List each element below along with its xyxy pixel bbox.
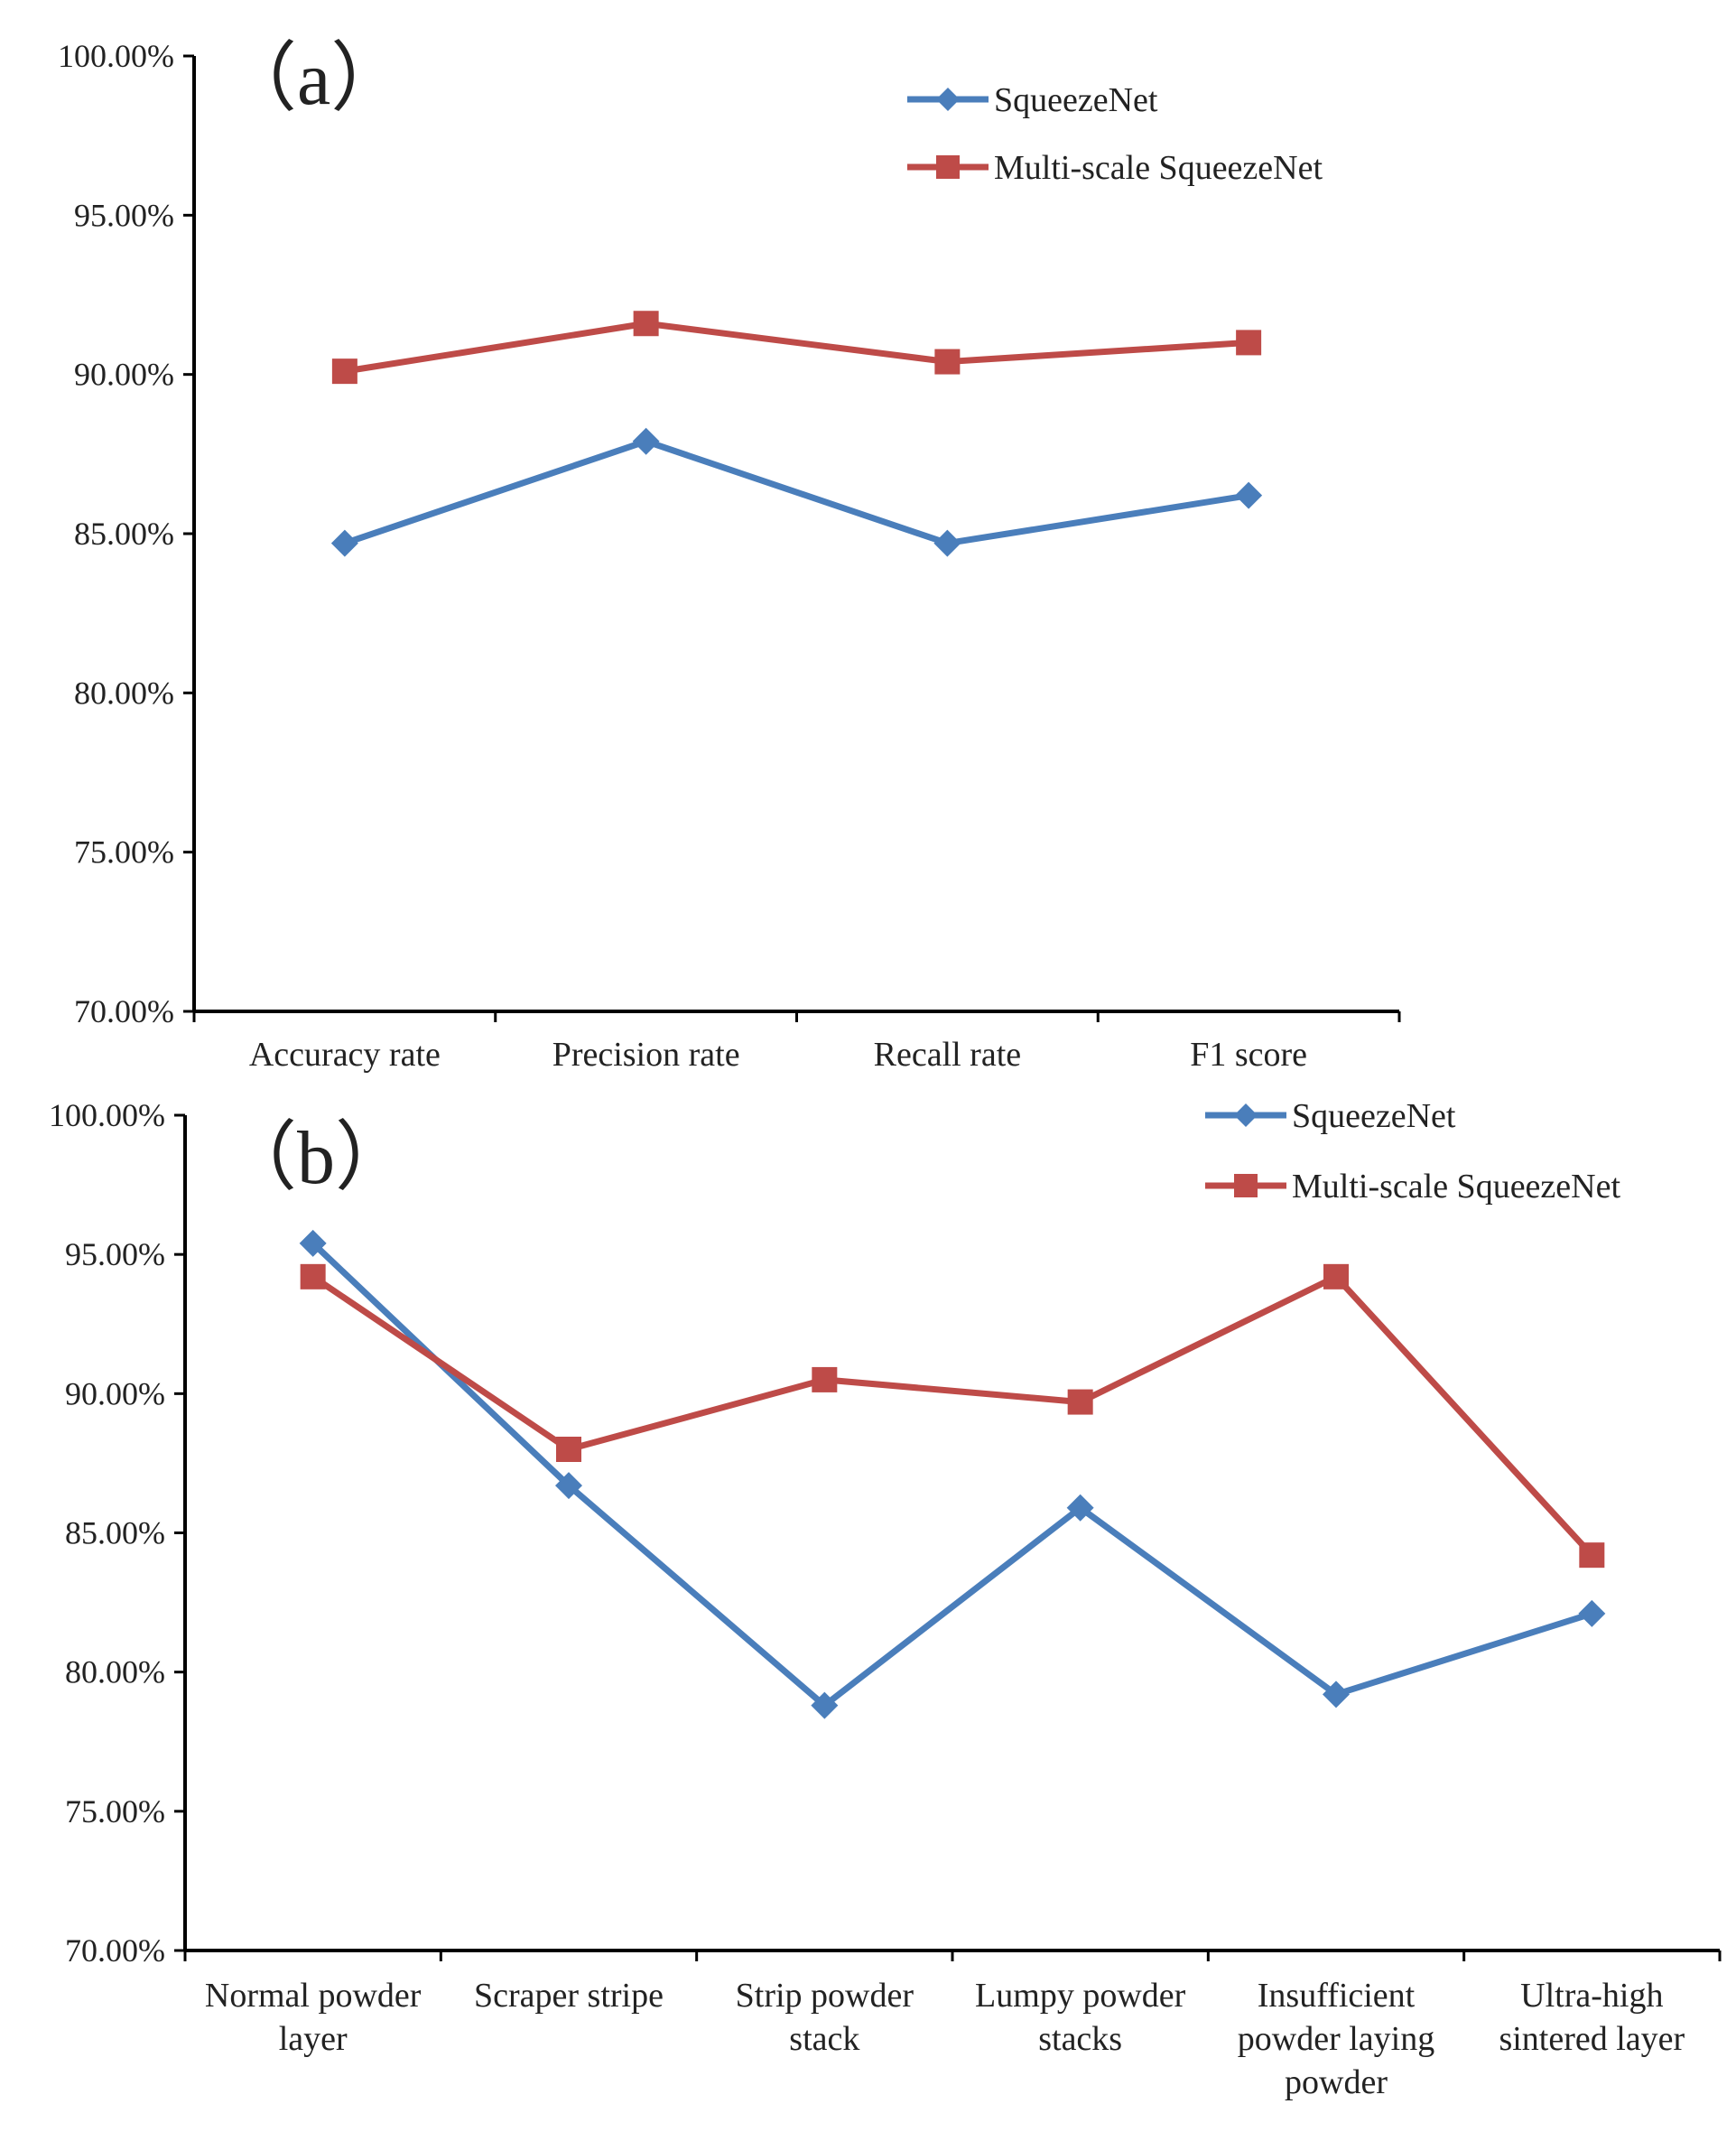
x-tick-label: stack	[789, 2020, 859, 2058]
data-point-multiscale-squeezenet	[934, 349, 961, 375]
x-tick-label: F1 score	[1190, 1036, 1307, 1074]
x-tick-label: powder laying	[1238, 2020, 1434, 2058]
x-tick-label: Accuracy rate	[249, 1036, 441, 1074]
data-point-multiscale-squeezenet	[300, 1263, 326, 1289]
series-line-squeezenet	[343, 438, 1249, 547]
y-tick-label: 85.00%	[74, 516, 174, 552]
data-point-squeezenet	[933, 529, 961, 557]
series-line-squeezenet	[311, 1241, 1593, 1709]
y-tick-label: 90.00%	[65, 1375, 165, 1411]
data-point-squeezenet	[299, 1229, 327, 1257]
x-tick-label: Insufficient	[1258, 1977, 1416, 2015]
legend-marker-multiscale-squeezenet	[936, 155, 960, 179]
x-tick-label: Scraper stripe	[474, 1977, 664, 2015]
legend-marker-squeezenet	[1234, 1103, 1258, 1127]
y-tick-label: 75.00%	[74, 834, 174, 870]
y-tick-label: 100.00%	[58, 38, 174, 74]
chart-panel-a: 70.00% 75.00% 80.00% 85.00% 90.00% 95.00% 100.…	[58, 37, 1401, 1074]
y-tick-label: 95.00%	[74, 197, 174, 233]
data-point-multiscale-squeezenet	[1323, 1263, 1349, 1289]
data-point-squeezenet	[1235, 481, 1263, 509]
data-point-squeezenet	[811, 1691, 839, 1719]
legend-label-squeezenet: SqueezeNet	[1292, 1097, 1456, 1135]
x-tick-label: powder	[1285, 2063, 1388, 2101]
y-tick-label: 85.00%	[65, 1515, 165, 1551]
legend-label-multiscale-squeezenet: Multi-scale SqueezeNet	[994, 149, 1323, 187]
data-point-multiscale-squeezenet	[556, 1437, 581, 1462]
series-line-multiscale-squeezenet	[344, 320, 1249, 375]
y-tick-label: 80.00%	[74, 675, 174, 711]
x-tick-label: Ultra-high	[1520, 1977, 1663, 2015]
y-tick-label: 90.00%	[74, 357, 174, 393]
data-point-squeezenet	[1578, 1599, 1606, 1627]
series-line-multiscale-squeezenet	[311, 1273, 1594, 1558]
y-tick-label: 95.00%	[65, 1236, 165, 1272]
data-point-squeezenet	[1066, 1494, 1094, 1522]
chart-panel-b: 70.00% 75.00% 80.00% 85.00% 90.00% 95.00% 100.…	[49, 1097, 1722, 2101]
x-tick-label: Precision rate	[552, 1036, 740, 1074]
data-point-multiscale-squeezenet	[1236, 330, 1262, 356]
data-point-multiscale-squeezenet	[812, 1366, 838, 1392]
x-tick-label: Recall rate	[874, 1036, 1022, 1074]
panel-label: （b）	[221, 1116, 411, 1200]
data-point-multiscale-squeezenet	[331, 358, 357, 385]
data-point-squeezenet	[1323, 1680, 1350, 1708]
x-tick-label: layer	[279, 2020, 348, 2058]
data-point-multiscale-squeezenet	[633, 311, 659, 337]
y-tick-label: 80.00%	[65, 1654, 165, 1690]
legend-marker-multiscale-squeezenet	[1234, 1174, 1258, 1197]
y-tick-label: 70.00%	[65, 1932, 165, 1969]
legend-label-multiscale-squeezenet: Multi-scale SqueezeNet	[1292, 1168, 1620, 1206]
data-point-multiscale-squeezenet	[1067, 1389, 1093, 1415]
x-tick-label: Lumpy powder	[975, 1977, 1186, 2015]
x-tick-label: sintered layer	[1499, 2020, 1685, 2058]
legend-marker-squeezenet	[936, 88, 960, 111]
data-point-squeezenet	[555, 1472, 582, 1500]
x-tick-label: Normal powder	[205, 1977, 422, 2015]
legend-label-squeezenet: SqueezeNet	[994, 81, 1158, 119]
y-tick-label: 75.00%	[65, 1793, 165, 1829]
data-point-squeezenet	[330, 529, 358, 557]
y-tick-label: 70.00%	[74, 993, 174, 1029]
y-tick-label: 100.00%	[49, 1097, 165, 1133]
x-tick-label: Strip powder	[736, 1977, 914, 2015]
data-point-multiscale-squeezenet	[1579, 1542, 1605, 1569]
panel-label: （a）	[221, 37, 406, 121]
x-tick-label: stacks	[1038, 2020, 1122, 2058]
data-point-squeezenet	[632, 427, 660, 455]
